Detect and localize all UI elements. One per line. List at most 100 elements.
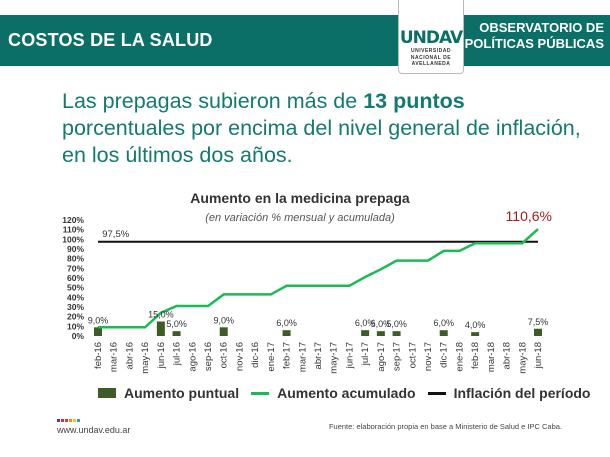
legend-label-acumulado: Aumento acumulado <box>277 385 416 401</box>
website-url[interactable]: www.undav.edu.ar <box>57 425 131 435</box>
x-tick-label: ene-18 <box>454 342 465 372</box>
headline-part: porcentuales por encima del nivel genera… <box>62 116 581 167</box>
x-tick-label: may-18 <box>517 342 528 374</box>
bar-data-label: 5,0% <box>386 319 407 329</box>
y-tick-label: 100% <box>62 234 84 244</box>
x-tick-label: oct-16 <box>219 342 230 368</box>
logo-sub-2: NACIONAL DE <box>410 54 452 61</box>
x-tick-label: mar-18 <box>486 342 497 372</box>
bar <box>94 327 102 336</box>
headline: Las prepagas subieron más de 13 puntos p… <box>62 88 582 169</box>
x-tick-label: jun-16 <box>156 342 167 369</box>
headline-highlight: 13 puntos <box>363 89 465 113</box>
bar <box>376 331 385 336</box>
brand-dot <box>77 419 80 422</box>
x-tick-label: mar-16 <box>109 342 120 372</box>
y-tick-label: 10% <box>67 321 84 331</box>
y-tick-label: 40% <box>67 292 84 302</box>
bar <box>361 330 370 336</box>
x-tick-label: dic-17 <box>439 342 450 368</box>
x-tick-label: jun-17 <box>344 342 355 369</box>
y-tick-label: 60% <box>67 273 84 283</box>
x-tick-label: may-17 <box>329 342 340 374</box>
x-tick-label: nov-16 <box>234 342 245 371</box>
x-tick-label: sep-16 <box>203 342 214 371</box>
x-tick-label: ago-17 <box>376 342 387 372</box>
y-tick-label: 0% <box>72 331 85 341</box>
x-tick-label: ago-16 <box>187 342 198 372</box>
y-tick-label: 30% <box>67 302 84 312</box>
bar <box>219 327 228 336</box>
legend-swatch-inflacion <box>427 391 446 395</box>
bar <box>439 330 448 336</box>
brand-dot <box>69 419 72 422</box>
bar-data-label: 5,0% <box>371 319 392 329</box>
legend-label-inflacion: Inflación del período <box>453 385 591 401</box>
bar-data-label: 9,0% <box>213 315 234 325</box>
bar-data-label: 4,0% <box>465 320 486 330</box>
logo-mark: UNDAV <box>399 28 463 48</box>
brand-dot <box>65 419 68 422</box>
observatory-line-1: OBSERVATORIO DE <box>479 20 604 35</box>
legend-label-puntual: Aumento puntual <box>124 385 240 401</box>
y-tick-label: 50% <box>67 283 84 293</box>
observatory-title: OBSERVATORIO DE POLÍTICAS PÚBLICAS <box>465 20 604 52</box>
brand-dots <box>57 419 80 422</box>
bar-data-label: 7,5% <box>528 317 549 327</box>
x-tick-label: abr-18 <box>502 342 513 369</box>
x-tick-label: may-16 <box>140 342 151 374</box>
bar <box>471 332 480 336</box>
y-tick-label: 70% <box>67 263 84 273</box>
x-tick-label: jul-16 <box>172 342 183 366</box>
bar-data-label: 6,0% <box>276 318 297 328</box>
x-tick-label: feb-17 <box>282 342 293 369</box>
bar-data-label: 15,0% <box>148 310 174 320</box>
x-tick-label: nov-17 <box>423 342 434 371</box>
brand-dot <box>61 419 64 422</box>
bar-data-label: 9,0% <box>88 315 109 325</box>
headline-part: Las prepagas subieron más de <box>62 89 364 113</box>
x-tick-label: abr-17 <box>313 342 324 369</box>
cumulative-end-label: 110,6% <box>506 208 552 224</box>
source-note: Fuente: elaboración propia en base a Min… <box>328 422 562 431</box>
x-tick-label: feb-16 <box>93 342 104 369</box>
observatory-line-2: POLÍTICAS PÚBLICAS <box>464 36 604 51</box>
y-tick-label: 80% <box>67 254 84 264</box>
bar-data-label: 6,0% <box>433 318 454 328</box>
x-tick-label: abr-16 <box>124 342 135 369</box>
x-tick-label: feb-18 <box>470 342 481 369</box>
bar-data-label: 5,0% <box>166 319 187 329</box>
x-tick-label: jul-17 <box>360 342 371 366</box>
cumulative-line <box>98 228 539 329</box>
header-band <box>0 15 610 66</box>
inflation-label: 97,5% <box>102 229 129 240</box>
section-title: COSTOS DE LA SALUD <box>8 30 213 50</box>
x-tick-label: sep-17 <box>392 342 403 371</box>
x-tick-label: mar-17 <box>297 342 308 372</box>
x-tick-label: ene-17 <box>266 342 277 372</box>
legend-swatch-bar <box>98 388 116 398</box>
undav-logo: UNDAV UNIVERSIDAD NACIONAL DE AVELLANEDA <box>398 0 464 74</box>
chart-subtitle: (en variación % mensual y acumulada) <box>205 212 395 224</box>
y-tick-label: 120% <box>62 215 84 225</box>
brand-dot <box>73 419 76 422</box>
bar <box>156 321 165 336</box>
x-tick-label: jun-18 <box>533 342 544 369</box>
logo-sub-3: AVELLANEDA <box>411 61 451 67</box>
y-tick-label: 20% <box>67 312 84 322</box>
legend: Aumento puntual Aumento acumulado Inflac… <box>98 385 590 401</box>
x-tick-label: oct-17 <box>407 342 418 368</box>
bar-data-label: 6,0% <box>355 318 376 328</box>
logo-sub-1: UNIVERSIDAD <box>411 48 451 54</box>
bar <box>172 331 181 336</box>
chart-title: Aumento en la medicina prepaga <box>190 190 410 206</box>
bar <box>534 328 542 336</box>
y-tick-label: 90% <box>67 244 84 254</box>
x-tick-label: dic-16 <box>250 342 261 368</box>
brand-dot <box>57 419 60 422</box>
legend-swatch-acumulado <box>251 391 270 395</box>
bar <box>282 330 291 336</box>
y-tick-label: 110% <box>63 225 85 235</box>
bar <box>392 331 401 336</box>
